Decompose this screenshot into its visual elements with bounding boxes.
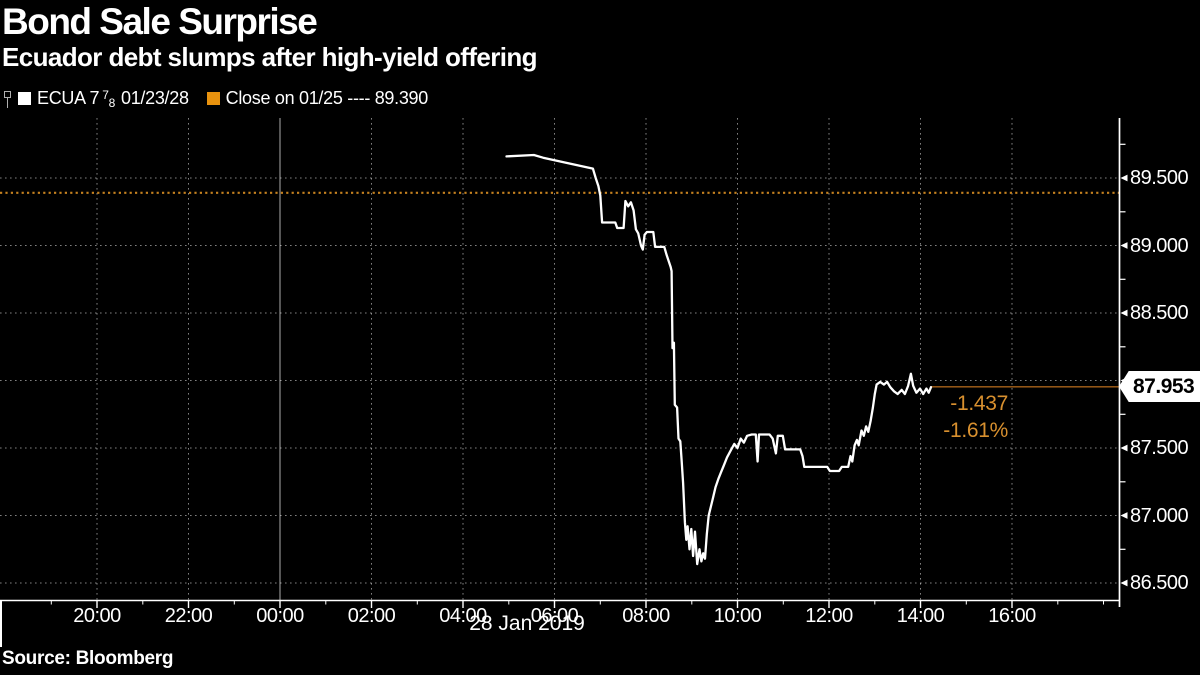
x-axis-tick-label: 22:00 <box>164 605 213 627</box>
y-major-tick <box>1120 579 1128 587</box>
series-fraction: 78 <box>102 87 116 110</box>
chart-subtitle: Ecuador debt slumps after high-yield off… <box>2 42 538 72</box>
series-label: ECUA 7 78 01/23/28 <box>37 87 189 110</box>
y-axis-tick-label: 87.500 <box>1130 437 1189 459</box>
fraction-denominator: 8 <box>108 95 116 110</box>
y-major-tick <box>1120 309 1128 317</box>
x-axis-tick-label: 16:00 <box>988 605 1036 627</box>
change-percent: -1.61% <box>943 419 1008 442</box>
series-label-maturity: 01/23/28 <box>120 87 189 108</box>
x-axis-tick-label: 12:00 <box>805 605 853 627</box>
chart-title: Bond Sale Surprise <box>2 1 318 42</box>
series-label-prefix: ECUA 7 <box>37 87 100 108</box>
flag-stem <box>7 97 8 108</box>
close-label: Close on 01/25 ---- 89.390 <box>225 87 429 108</box>
x-axis-tick-label: 14:00 <box>896 605 945 627</box>
x-axis-tick-label: 06:00 <box>530 605 579 627</box>
x-axis-tick-label: 02:00 <box>347 605 396 627</box>
legend: ECUA 7 78 01/23/28 Close on 01/25 ---- 89.… <box>4 87 429 110</box>
source-label: Source: Bloomberg <box>2 648 174 669</box>
y-axis-tick-label: 89.000 <box>1130 234 1189 257</box>
x-axis-tick-label: 04:00 <box>439 605 487 627</box>
y-axis-tick-label: 89.500 <box>1130 167 1189 189</box>
change-absolute: -1.437 <box>950 392 1008 415</box>
flag-box <box>4 90 11 98</box>
price-series-line <box>505 153 933 566</box>
series-swatch <box>18 91 31 105</box>
y-major-tick <box>1120 512 1128 519</box>
y-major-tick <box>1120 174 1128 182</box>
y-major-tick <box>1120 444 1128 452</box>
last-price-tag: 87.953 <box>1119 371 1200 402</box>
y-axis-tick-label: 87.000 <box>1130 504 1189 527</box>
fraction-numerator: 7 <box>102 87 109 102</box>
y-axis-tick-label: 88.500 <box>1130 302 1189 324</box>
x-axis-tick-label: 20:00 <box>73 605 121 627</box>
y-major-tick <box>1120 242 1128 249</box>
axis-left-edge-line <box>0 600 2 647</box>
x-axis-tick-label: 00:00 <box>256 605 304 627</box>
change-annotation: -1.437 -1.61% <box>878 390 1008 444</box>
date-label: 28 Jan 2019 <box>469 612 585 635</box>
close-swatch <box>206 91 220 105</box>
x-axis-tick-label: 10:00 <box>713 605 762 627</box>
flag-icon <box>4 90 13 110</box>
x-axis-tick-label: 08:00 <box>622 605 670 627</box>
y-axis-tick-label: 86.500 <box>1130 572 1189 594</box>
